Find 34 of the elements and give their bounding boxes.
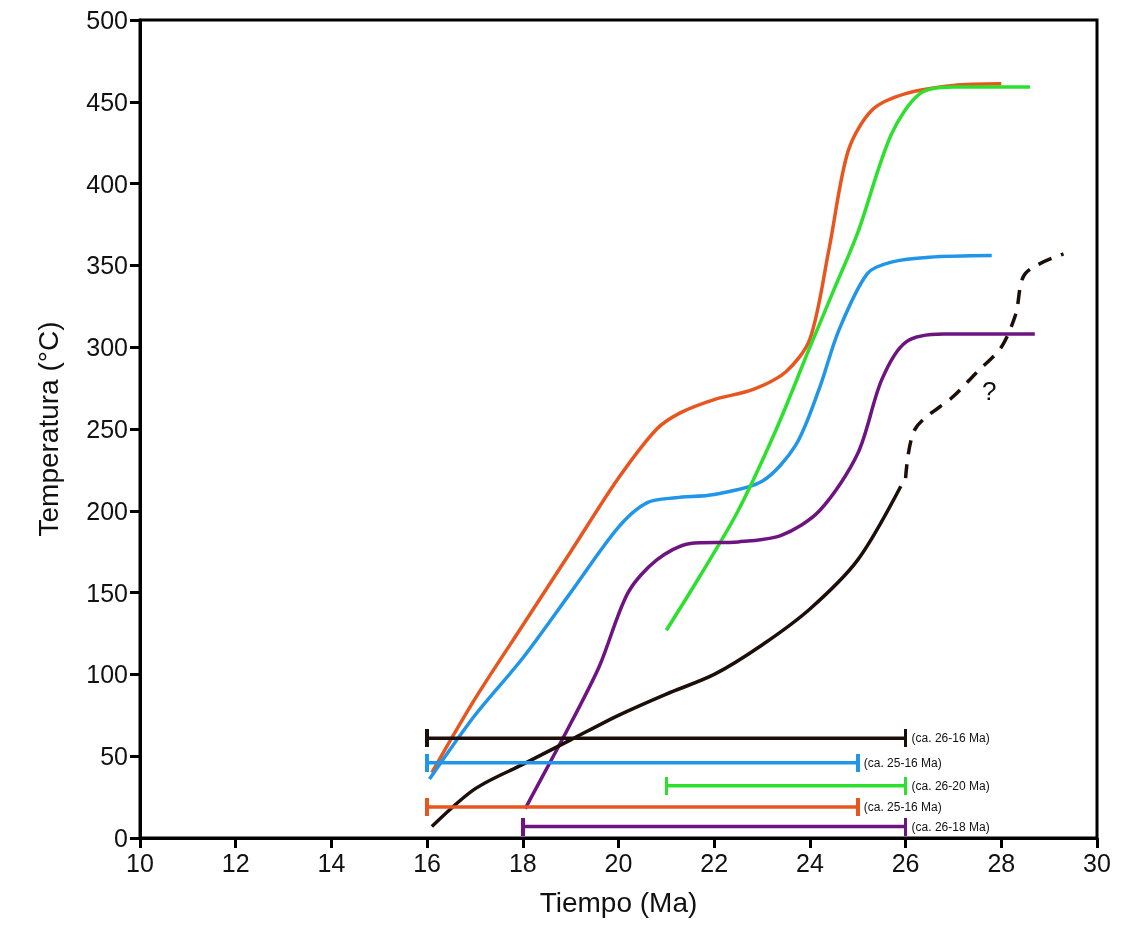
x-tick-label: 28 [987, 848, 1016, 877]
line-series [903, 252, 1066, 480]
y-axis-title: Temperatura (°C) [32, 321, 64, 537]
y-tick-label: 300 [86, 333, 128, 362]
annotation: (ca. 25-16 Ma) [863, 799, 942, 814]
x-tick-label: 30 [1083, 848, 1111, 877]
x-tick-label: 22 [700, 848, 729, 877]
x-axis-title: Tiempo (Ma) [539, 886, 698, 918]
x-tick-label: 16 [413, 848, 442, 877]
line-series [430, 82, 1004, 775]
annotation: (ca. 25-16 Ma) [863, 755, 942, 770]
y-tick-label: 0 [114, 824, 128, 852]
y-tick-label: 350 [86, 251, 128, 280]
y-tick-label: 400 [86, 169, 128, 198]
y-tick-label: 150 [86, 578, 128, 607]
y-tick-label: 250 [86, 415, 128, 443]
y-tick-label: 200 [86, 496, 128, 525]
y-tick-label: 100 [86, 660, 128, 689]
annotation: (ca. 26-16 Ma) [911, 731, 990, 746]
annotation: (ca. 26-18 Ma) [911, 819, 990, 834]
x-tick-label: 18 [508, 848, 537, 877]
y-tick-label: 500 [86, 6, 128, 34]
x-tick-label: 12 [221, 848, 250, 877]
x-tick-label: 26 [891, 848, 920, 877]
y-tick-label: 450 [86, 87, 128, 116]
x-tick-label: 10 [126, 848, 154, 877]
y-tick-label: 50 [100, 742, 128, 771]
x-tick-label: 14 [317, 848, 346, 877]
annotation: ? [982, 376, 997, 406]
x-tick-label: 24 [795, 848, 824, 877]
x-tick-label: 20 [604, 848, 633, 877]
line-series [427, 253, 994, 781]
annotation: (ca. 26-20 Ma) [911, 778, 990, 793]
line-series [664, 85, 1032, 632]
